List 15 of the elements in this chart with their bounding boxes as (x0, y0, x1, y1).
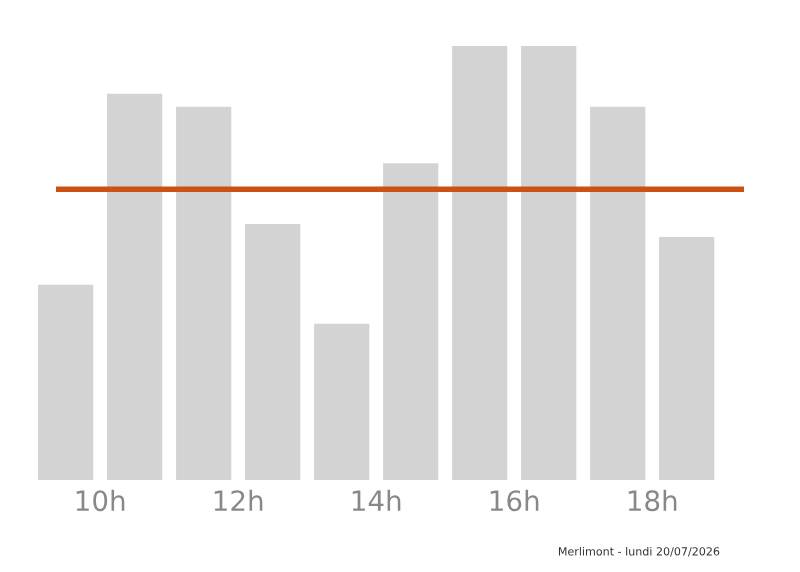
bar (245, 223, 301, 480)
x-tick-label: 14h (352, 489, 401, 511)
bar (314, 323, 370, 480)
bar (659, 236, 715, 480)
x-tick-label: 16h (490, 489, 539, 512)
bar (452, 46, 508, 480)
bar (176, 106, 232, 480)
x-tick-label: 12h (214, 489, 263, 511)
bar (521, 46, 577, 480)
bar (107, 93, 163, 480)
x-tick-label: 18h (628, 489, 677, 512)
bar (383, 163, 439, 480)
bar (38, 284, 94, 480)
bar (590, 106, 646, 480)
x-tick-label: 10h (76, 489, 125, 512)
